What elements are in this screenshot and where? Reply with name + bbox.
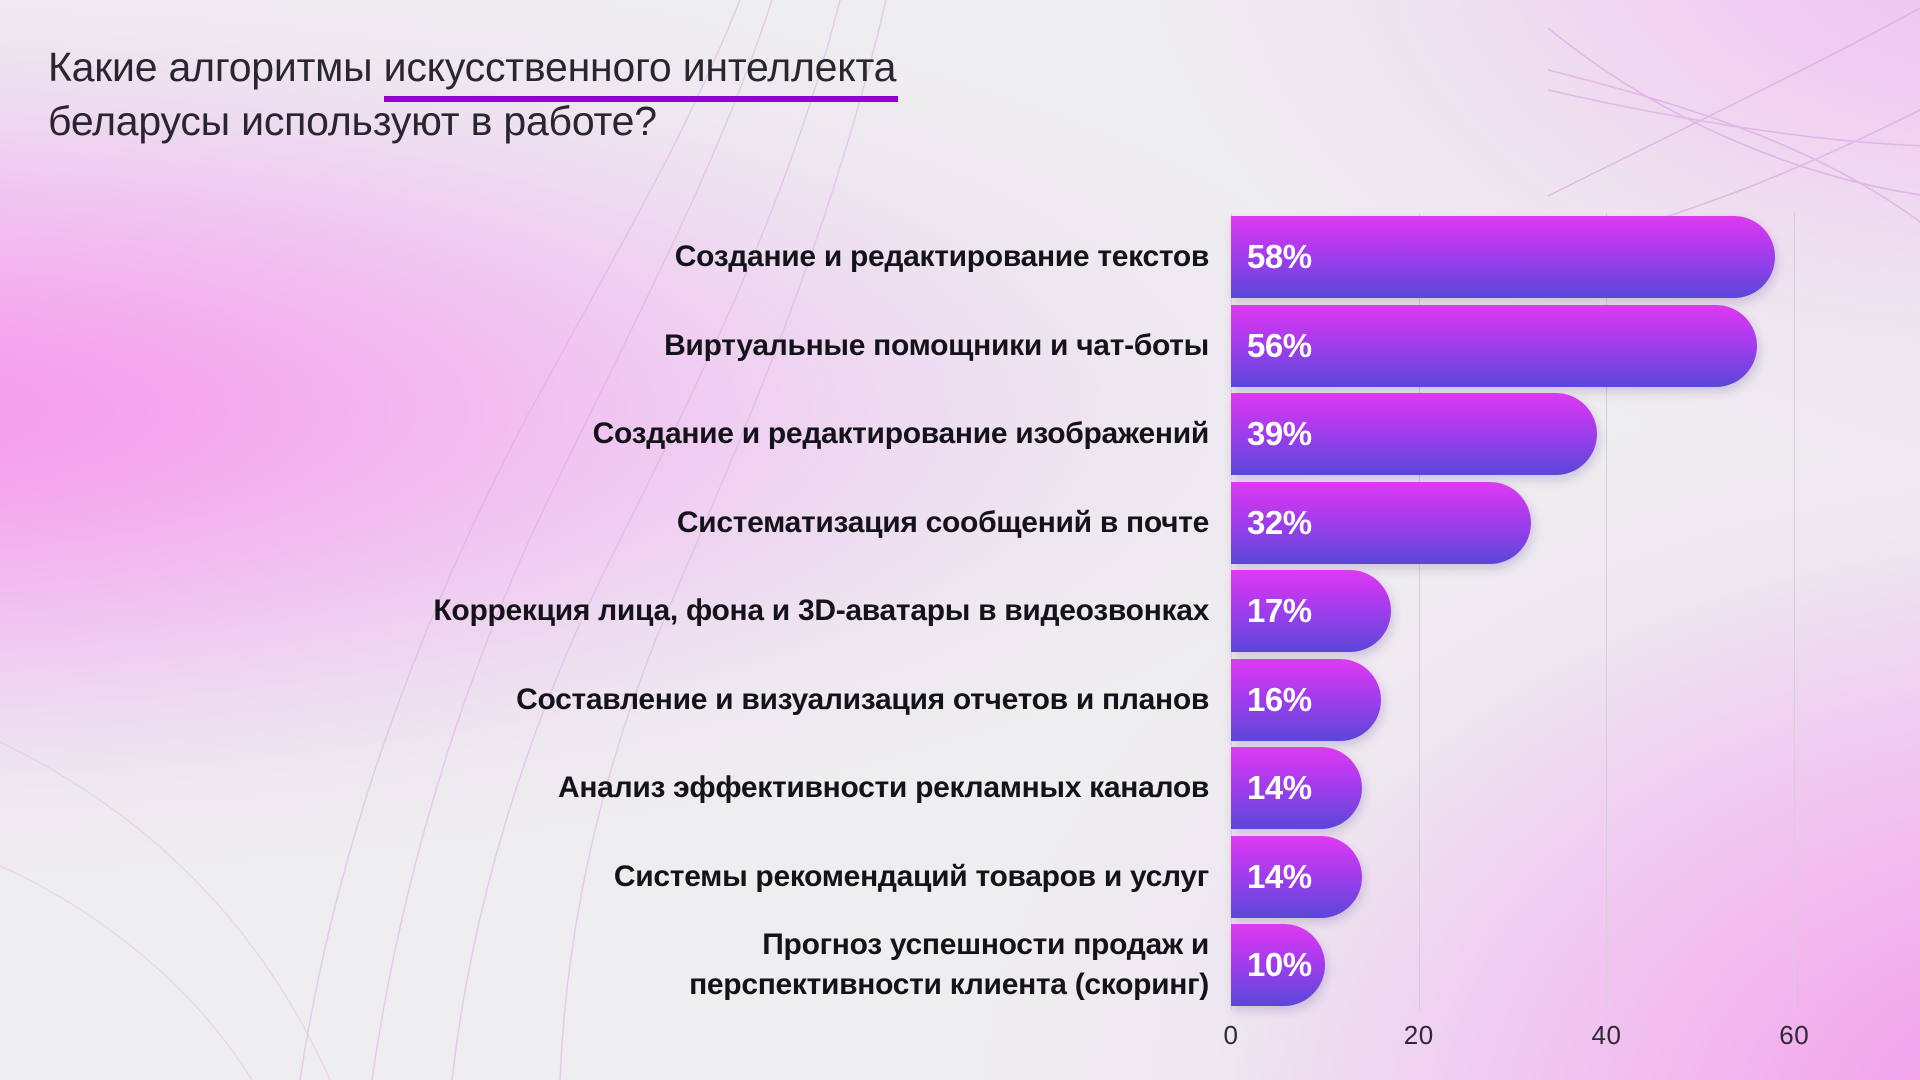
bar[interactable]: 17% — [1231, 570, 1391, 652]
title-line-1: Какие алгоритмы искусственного интеллект… — [48, 40, 1128, 102]
bar-row: Коррекция лица, фона и 3D-аватары в виде… — [433, 567, 1813, 656]
bar-row: Прогноз успешности продаж и перспективно… — [689, 921, 1813, 1010]
bar-value-label: 39% — [1247, 415, 1312, 452]
bar-value-label: 56% — [1247, 326, 1312, 364]
bar[interactable]: 14% — [1231, 835, 1363, 918]
category-label: Составление и визуализация отчетов и пла… — [516, 682, 1209, 716]
category-label: Виртуальные помощники и чат-боты — [664, 328, 1209, 362]
bar-row: Составление и визуализация отчетов и пла… — [516, 656, 1813, 745]
bar[interactable]: 14% — [1231, 747, 1363, 829]
bar-rows: Создание и редактирование текстов 58% Вирт… — [433, 213, 1813, 1010]
title-text-before: Какие алгоритмы — [48, 44, 384, 90]
plot-area: Создание и редактирование текстов 58% Вирт… — [433, 213, 1813, 1010]
bar-row: Системы рекомендаций товаров и услуг 14% — [614, 833, 1813, 922]
category-label: Коррекция лица, фона и 3D-аватары в виде… — [433, 594, 1209, 628]
title-underlined-phrase: искусственного интеллекта — [383, 40, 898, 102]
bar[interactable]: 10% — [1231, 924, 1325, 1006]
x-tick-label-0: 0 — [1223, 1020, 1239, 1050]
category-label: Анализ эффективности рекламных каналов — [558, 771, 1209, 805]
bar-chart: Создание и редактирование текстов 58% Вирт… — [0, 168, 1920, 1080]
category-label: Систематизация сообщений в почте — [676, 505, 1209, 539]
bar-row: Анализ эффективности рекламных каналов 14… — [558, 744, 1813, 833]
bar-value-label: 10% — [1247, 946, 1312, 983]
bar-row: Систематизация сообщений в почте 32% — [677, 479, 1813, 568]
category-label: Создание и редактирование текстов — [674, 240, 1210, 274]
x-tick-label-60: 60 — [1779, 1020, 1810, 1050]
bar-row: Создание и редактирование изображений 39% — [593, 390, 1813, 479]
bar-row: Виртуальные помощники и чат-боты 56% — [664, 302, 1813, 391]
bar[interactable]: 32% — [1231, 481, 1532, 564]
category-label: Прогноз успешности продаж и перспективно… — [689, 928, 1209, 1002]
bar-value-label: 17% — [1247, 592, 1312, 629]
title-line-2: беларусы используют в работе? — [48, 98, 657, 144]
x-tick-label-20: 20 — [1403, 1020, 1434, 1050]
bar[interactable]: 16% — [1231, 658, 1382, 741]
bar-value-label: 14% — [1247, 769, 1312, 806]
bar-row: Создание и редактирование текстов 58% — [675, 213, 1813, 302]
page-title: Какие алгоритмы искусственного интеллект… — [48, 40, 1128, 148]
category-label: Системы рекомендаций товаров и услуг — [613, 859, 1209, 893]
bar[interactable]: 39% — [1231, 393, 1598, 475]
bar-value-label: 14% — [1247, 857, 1312, 895]
x-axis: 0 20 40 60 — [1224, 1020, 1813, 1060]
bar-value-label: 58% — [1247, 238, 1312, 275]
category-label: Создание и редактирование изображений — [592, 417, 1210, 451]
bar-value-label: 16% — [1247, 680, 1312, 718]
x-tick-label-40: 40 — [1591, 1020, 1622, 1050]
bar[interactable]: 56% — [1231, 304, 1757, 387]
bar[interactable]: 58% — [1231, 216, 1776, 298]
bar-value-label: 32% — [1247, 503, 1312, 541]
